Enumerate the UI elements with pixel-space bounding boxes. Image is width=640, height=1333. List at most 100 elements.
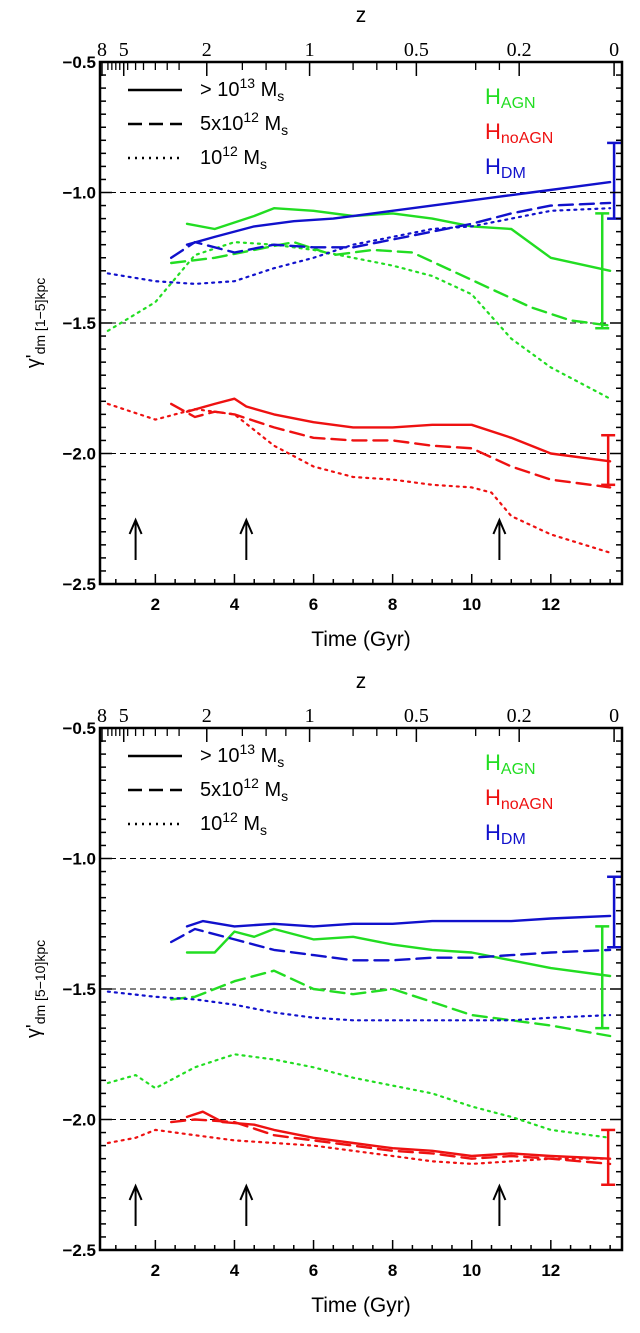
color-legend-label: HAGN	[485, 84, 536, 112]
legend-unit-sub: s	[277, 88, 284, 104]
arrow-marker	[240, 1186, 252, 1226]
legend-sup: 12	[243, 109, 259, 125]
legend-unit: M	[238, 147, 260, 169]
legend-unit: M	[259, 779, 281, 801]
top-axis-title: z	[356, 670, 367, 693]
top-tick-label: 0	[609, 705, 619, 727]
panel-top: 2 4 6 8 10 12−2.5−2.0−1.5−1.0−0.58 5 2 1 0.5 0.2 0T…	[23, 4, 622, 651]
top-tick-label: 2	[202, 705, 212, 727]
series-line	[171, 242, 610, 326]
color-legend-label: HDM	[485, 154, 526, 182]
x-tick-label: 8	[388, 595, 397, 614]
color-legend-label: HAGN	[485, 750, 536, 778]
top-tick-label: 1	[305, 39, 315, 61]
arrow-marker	[130, 520, 142, 560]
y-tick-label: −1.5	[62, 314, 96, 333]
y-axis-title-main: γ'	[23, 354, 45, 368]
x-tick-label: 12	[541, 595, 560, 614]
y-tick-label: −1.0	[62, 184, 96, 203]
y-tick-label: −1.5	[62, 980, 96, 999]
legend-unit: M	[259, 113, 281, 135]
legend-label: 5x1012 Ms	[200, 109, 288, 138]
color-legend-main: H	[485, 750, 501, 775]
color-legend-sub: AGN	[501, 761, 536, 778]
legend-sup: 13	[239, 75, 255, 91]
legend-prefix: > 10	[200, 745, 239, 767]
color-legend-sub: noAGN	[501, 796, 553, 813]
series-line	[108, 242, 610, 399]
series-line	[187, 916, 610, 927]
legend-unit-sub: s	[281, 122, 288, 138]
x-tick-label: 2	[151, 1261, 160, 1280]
arrow-marker	[493, 1186, 505, 1226]
legend-unit-sub: s	[260, 822, 267, 838]
legend-label: 1012 Ms	[200, 809, 267, 838]
legend-prefix: 5x10	[200, 113, 243, 135]
series-line	[171, 1120, 610, 1164]
y-axis-title: γ'dm [5−10]kpc	[23, 940, 48, 1038]
x-axis-title: Time (Gyr)	[311, 1294, 411, 1317]
legend-unit-sub: s	[281, 788, 288, 804]
legend-sup: 12	[222, 143, 238, 159]
top-tick-label: 0	[609, 39, 619, 61]
color-legend-sub: AGN	[501, 95, 536, 112]
color-legend-sub: noAGN	[501, 130, 553, 147]
x-tick-label: 10	[462, 595, 481, 614]
legend-label: 5x1012 Ms	[200, 775, 288, 804]
arrow-marker	[130, 1186, 142, 1226]
x-tick-label: 2	[151, 595, 160, 614]
error-bar	[595, 926, 609, 1028]
top-tick-label: 0.2	[507, 705, 532, 727]
top-tick-label: 0.2	[507, 39, 532, 61]
color-legend-sub: DM	[501, 831, 526, 848]
y-tick-label: −1.0	[62, 850, 96, 869]
legend-sup: 12	[222, 809, 238, 825]
series-line	[108, 992, 610, 1021]
legend-unit: M	[255, 79, 277, 101]
top-tick-label: 5	[119, 705, 129, 727]
top-tick-label: 0.5	[404, 705, 429, 727]
y-axis-title-main: γ'	[23, 1024, 45, 1038]
top-tick-label: 1	[305, 705, 315, 727]
color-legend-label: HnoAGN	[485, 785, 553, 813]
top-tick-label: 0.5	[404, 39, 429, 61]
color-legend-main: H	[485, 785, 501, 810]
legend-prefix: 5x10	[200, 779, 243, 801]
x-tick-label: 4	[230, 595, 240, 614]
y-tick-label: −0.5	[62, 719, 96, 738]
x-axis-title: Time (Gyr)	[311, 628, 411, 651]
top-axis-title: z	[356, 4, 367, 27]
top-tick-label: 5	[119, 39, 129, 61]
legend-label: > 1013 Ms	[200, 75, 284, 104]
x-tick-label: 8	[388, 1261, 397, 1280]
legend-unit: M	[255, 745, 277, 767]
y-tick-label: −2.5	[62, 1241, 96, 1260]
legend-prefix: 10	[200, 147, 222, 169]
y-axis-title: γ'dm [1−5]kpc	[23, 278, 48, 368]
x-tick-label: 6	[309, 1261, 318, 1280]
series-line	[171, 971, 610, 1036]
color-legend-main: H	[485, 119, 501, 144]
legend-sup: 12	[243, 775, 259, 791]
panel-bottom: 2 4 6 8 10 12−2.5−2.0−1.5−1.0−0.58 5 2 1 0.5 0.2 0T…	[23, 670, 622, 1317]
arrow-marker	[240, 520, 252, 560]
legend-unit-sub: s	[277, 754, 284, 770]
legend-unit: M	[238, 813, 260, 835]
legend-prefix: 10	[200, 813, 222, 835]
color-legend-label: HnoAGN	[485, 119, 553, 147]
series-line	[108, 1054, 610, 1138]
y-tick-label: −0.5	[62, 53, 96, 72]
legend-label: 1012 Ms	[200, 143, 267, 172]
y-axis-title-sub: dm [1−5]kpc	[32, 278, 48, 355]
x-tick-label: 6	[309, 595, 318, 614]
series-line	[187, 399, 610, 462]
color-legend-main: H	[485, 84, 501, 109]
x-tick-label: 4	[230, 1261, 240, 1280]
arrow-marker	[493, 520, 505, 560]
color-legend-sub: DM	[501, 165, 526, 182]
legend-prefix: > 10	[200, 79, 239, 101]
y-tick-label: −2.0	[62, 445, 96, 464]
x-tick-label: 10	[462, 1261, 481, 1280]
color-legend-label: HDM	[485, 820, 526, 848]
